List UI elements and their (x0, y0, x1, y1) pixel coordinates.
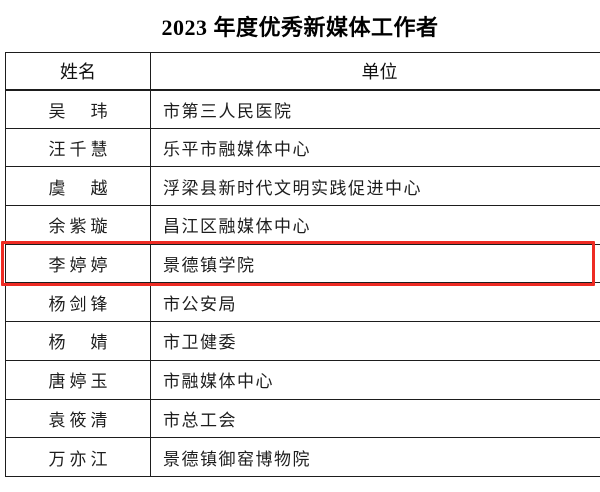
table-row: 唐婷玉 市融媒体中心 (5, 359, 600, 400)
awardee-name: 袁筱清 (5, 398, 151, 439)
awardee-unit: 市第三人民医院 (150, 89, 600, 129)
awardee-unit: 乐平市融媒体中心 (150, 127, 600, 168)
column-header-unit: 单位 (150, 52, 600, 91)
awardee-name: 余紫璇 (5, 205, 151, 245)
table-row: 杨 婧 市卫健委 (5, 321, 600, 361)
awardee-name: 杨剑锋 (5, 282, 151, 323)
table-row: 吴 玮 市第三人民医院 (5, 89, 600, 129)
awardee-unit: 浮梁县新时代文明实践促进中心 (150, 166, 600, 207)
awardee-name: 汪千慧 (5, 127, 151, 168)
awardees-table: 姓名 单位 吴 玮 市第三人民医院 汪千慧 乐平市融媒体中心 虞 越 浮梁县新时… (5, 52, 600, 477)
table-row: 虞 越 浮梁县新时代文明实践促进中心 (5, 166, 600, 207)
page-title: 2023 年度优秀新媒体工作者 (161, 15, 439, 40)
awardee-unit: 昌江区融媒体中心 (150, 205, 600, 245)
table-row: 袁筱清 市总工会 (5, 398, 600, 439)
awardee-name: 万亦江 (5, 437, 151, 477)
awardees-table-container: 姓名 单位 吴 玮 市第三人民医院 汪千慧 乐平市融媒体中心 虞 越 浮梁县新时… (5, 52, 600, 477)
table-row: 汪千慧 乐平市融媒体中心 (5, 127, 600, 168)
awardee-unit: 市融媒体中心 (150, 359, 600, 400)
awardee-unit: 市公安局 (150, 282, 600, 323)
awardee-unit: 景德镇御窑博物院 (150, 437, 600, 477)
awardee-name: 唐婷玉 (5, 359, 151, 400)
table-row: 余紫璇 昌江区融媒体中心 (5, 205, 600, 245)
awardee-name: 吴 玮 (5, 89, 151, 129)
awardee-unit: 市卫健委 (150, 321, 600, 361)
awardee-name: 李婷婷 (5, 243, 151, 284)
table-row: 李婷婷 景德镇学院 (5, 243, 600, 284)
awardee-name: 杨 婧 (5, 321, 151, 361)
table-row: 万亦江 景德镇御窑博物院 (5, 437, 600, 477)
column-header-name: 姓名 (5, 52, 151, 91)
table-header-row: 姓名 单位 (5, 52, 600, 91)
awardee-name: 虞 越 (5, 166, 151, 207)
awardee-unit: 市总工会 (150, 398, 600, 439)
table-row: 杨剑锋 市公安局 (5, 282, 600, 323)
awardee-unit: 景德镇学院 (150, 243, 600, 284)
